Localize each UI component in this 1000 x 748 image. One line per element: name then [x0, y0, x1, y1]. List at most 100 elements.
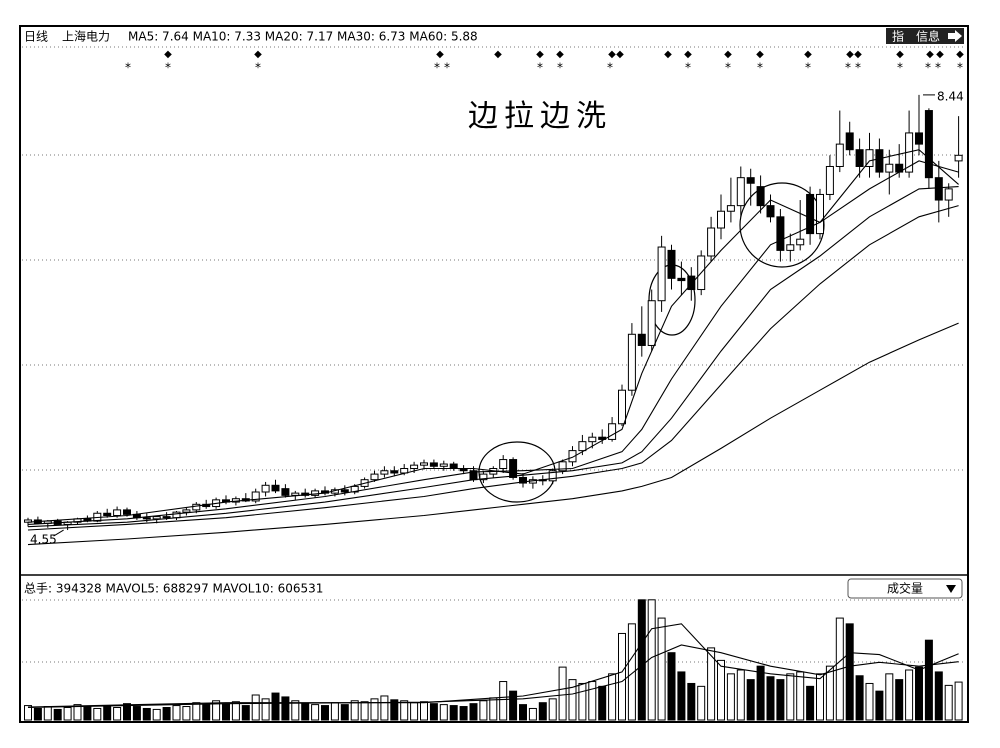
volume-bar	[63, 707, 72, 721]
volume-bar	[152, 708, 161, 721]
volume-bar	[697, 685, 706, 721]
asterisk: *	[444, 61, 450, 75]
volume-bar	[281, 696, 290, 721]
volume-bar	[806, 685, 815, 721]
candle-body	[548, 470, 557, 482]
candle-body	[776, 216, 785, 251]
candle-body	[816, 193, 824, 235]
volume-header: 总手: 394328 MAVOL5: 688297 MAVOL10: 60653…	[24, 582, 323, 596]
volume-bar	[33, 707, 42, 721]
volume-bar	[73, 704, 82, 721]
asterisk: *	[434, 61, 440, 75]
low-pointer	[53, 529, 64, 537]
volume-bar	[499, 681, 508, 721]
candle-body	[113, 509, 122, 516]
volume-selector[interactable]: 成交量	[847, 578, 963, 599]
volume-bar	[786, 673, 795, 721]
candle-body	[924, 110, 933, 179]
asterisk: *	[165, 61, 171, 75]
volume-bar	[489, 697, 498, 721]
candle-body	[756, 186, 765, 207]
candle-body	[192, 503, 201, 511]
volume-bar	[113, 707, 122, 721]
volume-bar	[538, 702, 547, 721]
volume-bar	[756, 665, 765, 721]
candle-body	[637, 333, 646, 346]
volume-bar	[222, 703, 230, 721]
volume-bar	[528, 707, 537, 721]
volume-bar	[321, 705, 329, 721]
diamond: ◆	[616, 49, 624, 60]
volume-bar	[469, 703, 478, 721]
candle-body	[123, 509, 131, 515]
asterisk: *	[537, 61, 543, 75]
diamond: ◆	[556, 49, 564, 60]
candle-body	[667, 249, 676, 279]
candle-body	[796, 238, 805, 246]
asterisk: *	[845, 61, 851, 75]
candle-body	[806, 193, 815, 235]
volume-bar	[231, 701, 240, 721]
volume-bar	[558, 666, 567, 721]
candle-body	[786, 244, 795, 251]
volume-bar	[271, 692, 280, 721]
volume-bar	[261, 698, 270, 721]
volume-bar	[776, 679, 785, 721]
frame	[19, 25, 969, 723]
candle-body	[687, 275, 696, 291]
candle-body	[825, 165, 834, 195]
candle-body	[627, 333, 636, 391]
volume-bar	[865, 682, 874, 721]
volume-bar	[667, 652, 676, 721]
candle-body	[677, 277, 686, 282]
diamond: ◆	[536, 49, 544, 60]
candle-body	[934, 177, 943, 201]
candle-body	[736, 177, 745, 207]
volume-bar	[736, 669, 745, 721]
candle-body	[766, 205, 775, 218]
volume-bar	[568, 679, 577, 721]
volume-bar	[677, 671, 686, 721]
volume-bar	[598, 685, 607, 721]
candle-body	[746, 177, 755, 184]
ma-line	[27, 160, 959, 525]
candle-body	[429, 462, 438, 467]
info-button[interactable]: 指 信息	[886, 28, 964, 44]
volume-bar	[192, 702, 201, 721]
volume-bar	[142, 707, 151, 721]
ma-line	[27, 205, 959, 531]
volume-ma-line	[27, 623, 959, 708]
asterisk: *	[725, 61, 731, 75]
candle-body	[509, 459, 518, 478]
volume-bar	[816, 673, 824, 721]
volume-bar	[291, 700, 300, 721]
volume-bar	[726, 673, 735, 721]
volume-bar	[251, 694, 260, 721]
candle-body	[875, 149, 884, 173]
volume-bar	[172, 705, 181, 721]
asterisk: *	[935, 61, 941, 75]
volume-bar	[746, 679, 755, 721]
diamond: ◆	[854, 49, 862, 60]
volume-bar	[241, 705, 250, 721]
volume-bar	[687, 682, 696, 721]
asterisk: *	[957, 61, 963, 75]
asterisk: *	[897, 61, 903, 75]
volume-bar	[627, 623, 636, 721]
volume-bar	[83, 706, 92, 721]
volume-bar	[825, 665, 834, 721]
candle-body	[420, 462, 428, 466]
volume-bar	[578, 682, 587, 721]
candle-body	[281, 488, 290, 496]
diamond: ◆	[436, 49, 444, 60]
candle-body	[558, 461, 567, 472]
stock-name: 上海电力	[62, 29, 110, 44]
candle-body	[380, 470, 389, 475]
signal-markers: ◆ ◆ ◆ ◆ ◆ ◆ ◆ ◆ ◆ ◆ ◆ ◆ ◆ ◆ ◆ ◆ ◆ ◆ ◆* * * * * * * * * * * * * * * * * *	[125, 49, 964, 75]
diamond: ◆	[724, 49, 732, 60]
volume-bar	[301, 703, 310, 721]
diamond: ◆	[254, 49, 262, 60]
volume-bar	[707, 647, 716, 721]
